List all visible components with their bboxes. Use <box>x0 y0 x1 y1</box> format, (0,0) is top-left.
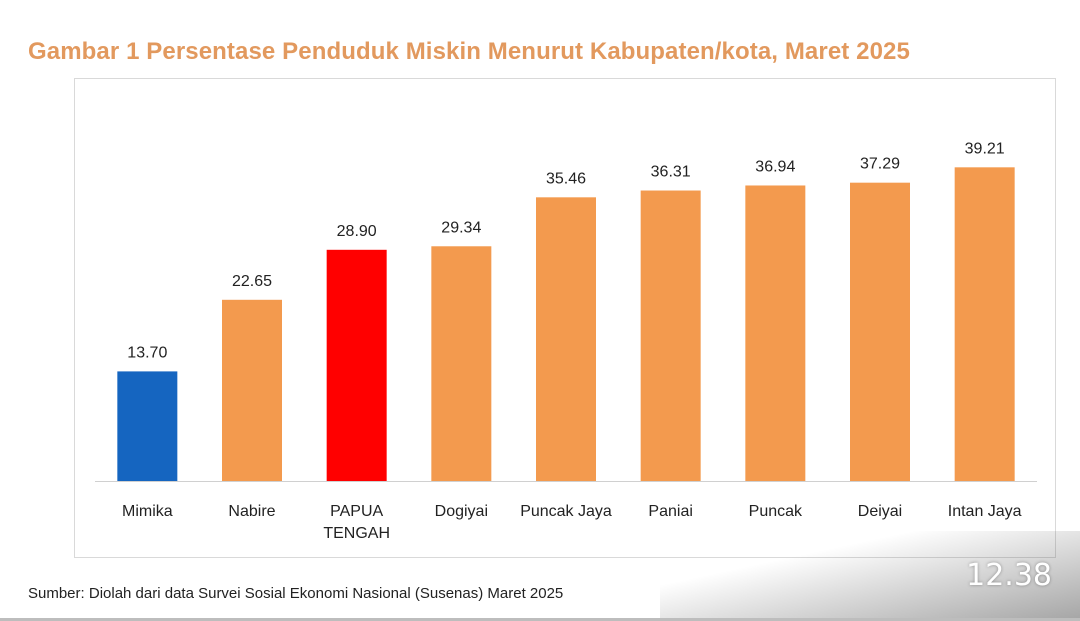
value-label: 39.21 <box>965 140 1005 157</box>
bar-puncak <box>745 185 806 481</box>
bar-dogiyai <box>431 246 492 481</box>
value-label: 36.94 <box>755 158 795 175</box>
source-note: Sumber: Diolah dari data Survei Sosial E… <box>28 585 564 602</box>
category-label: Deiyai <box>858 503 902 520</box>
bar-intan-jaya <box>954 167 1015 481</box>
category-label: Paniai <box>648 503 692 520</box>
category-label: Puncak <box>749 503 803 520</box>
value-label: 37.29 <box>860 156 900 173</box>
bar-nabire <box>222 299 282 481</box>
bar-puncak-jaya <box>536 197 596 481</box>
category-label: Puncak Jaya <box>520 503 612 520</box>
category-label: Nabire <box>228 503 275 520</box>
bar-mimika <box>117 371 178 481</box>
chart-title: Gambar 1 Persentase Penduduk Miskin Menu… <box>28 38 910 65</box>
value-label: 13.70 <box>127 344 167 361</box>
category-label: PAPUA TENGAH <box>323 503 390 542</box>
timestamp: 12.38 <box>966 558 1052 593</box>
bar-papua-tengah <box>326 249 387 481</box>
bar-paniai <box>640 190 701 481</box>
value-label: 22.65 <box>232 273 272 290</box>
value-label: 35.46 <box>546 170 586 187</box>
category-label: Mimika <box>122 503 173 520</box>
value-label: 36.31 <box>651 164 691 181</box>
category-label: Dogiyai <box>435 503 488 520</box>
value-label: 29.34 <box>441 219 481 236</box>
bar-deiyai <box>850 182 910 481</box>
bottom-divider <box>0 618 1080 621</box>
category-label: Intan Jaya <box>948 503 1022 520</box>
value-label: 28.90 <box>337 223 377 240</box>
chart-frame: 13.70 Mimika 22.65 Nabire 28.90 PAPUA TENGAH 29… <box>74 78 1056 558</box>
bar-chart: 13.70 Mimika 22.65 Nabire 28.90 PAPUA TENGAH 29… <box>95 140 1037 542</box>
